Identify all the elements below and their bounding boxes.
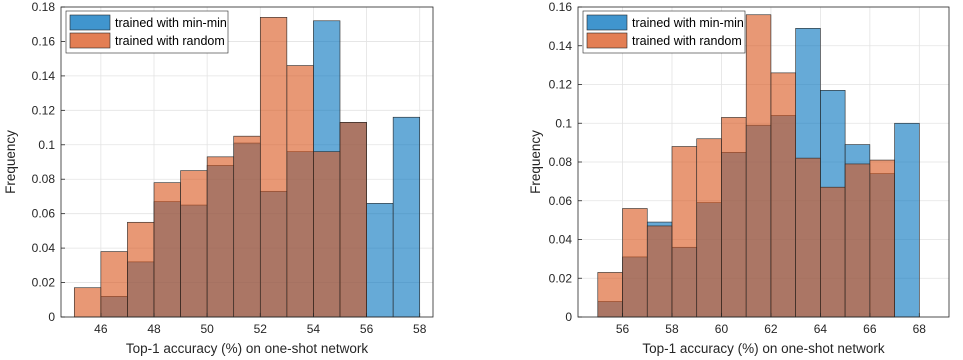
- chart-left-legend: trained with min-min trained with random: [65, 10, 229, 54]
- chart-left-bar-min-min-11: [392, 116, 421, 318]
- chart-right-bar-random-9: [820, 186, 846, 318]
- chart-right-x-tick-label-1: 58: [665, 322, 679, 336]
- chart-right-y-tick-label-2: 0.04: [549, 233, 573, 247]
- chart-right-bar-random-6: [745, 14, 772, 318]
- chart-right-bar-random-7: [770, 72, 796, 318]
- chart-left-y-tick-label-5: 0.1: [38, 138, 55, 152]
- chart-right-legend-label-min-min: trained with min-min: [632, 16, 744, 30]
- chart-right-y-tick-label-3: 0.06: [549, 194, 573, 208]
- chart-right-y-tick-label-1: 0.02: [549, 271, 573, 285]
- chart-left-y-tick-label-6: 0.12: [32, 103, 56, 117]
- histogram-chart-right: 56 58 60 62 64 66 68 0 0.02 0.04 0.06 0.08 0.1 0.12 0.…: [528, 0, 950, 356]
- chart-left-x-tick-label-5: 56: [360, 322, 374, 336]
- chart-right-legend-swatch-random: [586, 32, 628, 49]
- chart-right-x-tick-label-2: 60: [715, 322, 729, 336]
- chart-left-x-tick-label-0: 46: [94, 322, 108, 336]
- chart-right-x-tick-label-5: 66: [863, 322, 877, 336]
- chart-right-bar-random-0: [597, 272, 623, 318]
- chart-left-x-tick-label-2: 50: [200, 322, 214, 336]
- chart-right-bar-random-2: [646, 225, 673, 318]
- chart-left-x-tick-label-3: 52: [254, 322, 268, 336]
- chart-left-bar-random-7: [259, 17, 288, 318]
- chart-right-legend-swatch-min-min: [586, 14, 628, 31]
- chart-right-bar-min-min-12: [894, 122, 920, 318]
- chart-right-y-tick-label-5: 0.1: [555, 116, 572, 130]
- chart-right-y-tick-label-0: 0: [565, 310, 572, 324]
- chart-left-legend-label-random: trained with random: [115, 34, 225, 48]
- chart-left-legend-swatch-min-min: [69, 14, 111, 31]
- chart-right-y-axis-label: Frequency: [528, 130, 543, 194]
- chart-left-y-tick-label-7: 0.14: [32, 69, 56, 83]
- chart-left-x-axis-label: Top-1 accuracy (%) on one-shot network: [126, 341, 369, 356]
- chart-left-y-tick-label-2: 0.04: [32, 241, 56, 255]
- chart-right-y-tick-label-8: 0.16: [549, 0, 573, 14]
- chart-right-y-tick-label-6: 0.12: [549, 78, 573, 92]
- chart-left-axes-box: [60, 6, 434, 318]
- chart-left-y-tick-label-4: 0.08: [32, 172, 56, 186]
- chart-left-y-tick-label-3: 0.06: [32, 207, 56, 221]
- chart-left-x-tick-label-6: 58: [413, 322, 427, 336]
- chart-left-bar-random-0: [73, 287, 102, 318]
- chart-left-bar-random-1: [100, 251, 128, 318]
- chart-right-bar-random-3: [671, 146, 698, 318]
- chart-right-bar-random-11: [869, 159, 895, 318]
- chart-left-legend-swatch-random: [69, 32, 111, 49]
- chart-right-x-axis-label: Top-1 accuracy (%) on one-shot network: [642, 341, 885, 356]
- chart-left-x-tick-label-4: 54: [307, 322, 321, 336]
- chart-right-x-tick-label-4: 64: [814, 322, 828, 336]
- chart-right-y-tick-label-7: 0.14: [549, 39, 573, 53]
- chart-left-y-tick-label-8: 0.16: [32, 34, 56, 48]
- chart-left-bar-min-min-10: [366, 203, 394, 318]
- chart-right-x-tick-label-0: 56: [616, 322, 630, 336]
- chart-left-x-tick-label-1: 48: [147, 322, 161, 336]
- chart-right-y-tick-label-4: 0.08: [549, 155, 573, 169]
- chart-left-bar-random-10: [339, 122, 367, 318]
- chart-right-legend-label-random: trained with random: [632, 34, 742, 48]
- chart-right-bar-random-4: [696, 138, 722, 318]
- chart-left-bar-random-4: [180, 170, 208, 318]
- chart-left-bar-random-6: [233, 135, 261, 318]
- chart-left-bar-random-8: [286, 65, 314, 318]
- chart-right-legend: trained with min-min trained with random: [582, 10, 746, 54]
- chart-right-bar-random-5: [721, 117, 747, 318]
- chart-left-legend-label-min-min: trained with min-min: [115, 16, 227, 30]
- chart-left-y-tick-label-0: 0: [48, 310, 55, 324]
- chart-right-bar-random-10: [844, 163, 871, 318]
- histogram-chart-left: 46 48 50 52 54 56 58 0 0.02 0.04 0.06 0.08 0.1 0.12 0.…: [3, 0, 434, 356]
- chart-left-y-tick-label-1: 0.02: [32, 276, 56, 290]
- chart-left-bar-random-3: [153, 182, 181, 318]
- chart-right-x-tick-label-6: 68: [913, 322, 927, 336]
- chart-left-y-tick-label-9: 0.18: [32, 0, 56, 14]
- chart-right-x-tick-label-3: 62: [764, 322, 778, 336]
- chart-left-bar-random-9: [313, 151, 341, 318]
- chart-right-bar-random-8: [795, 157, 821, 318]
- chart-left-bar-random-5: [206, 156, 235, 318]
- chart-left-y-axis-label: Frequency: [3, 130, 18, 194]
- chart-right-bar-random-1: [622, 208, 648, 318]
- chart-left-bar-random-2: [127, 221, 155, 318]
